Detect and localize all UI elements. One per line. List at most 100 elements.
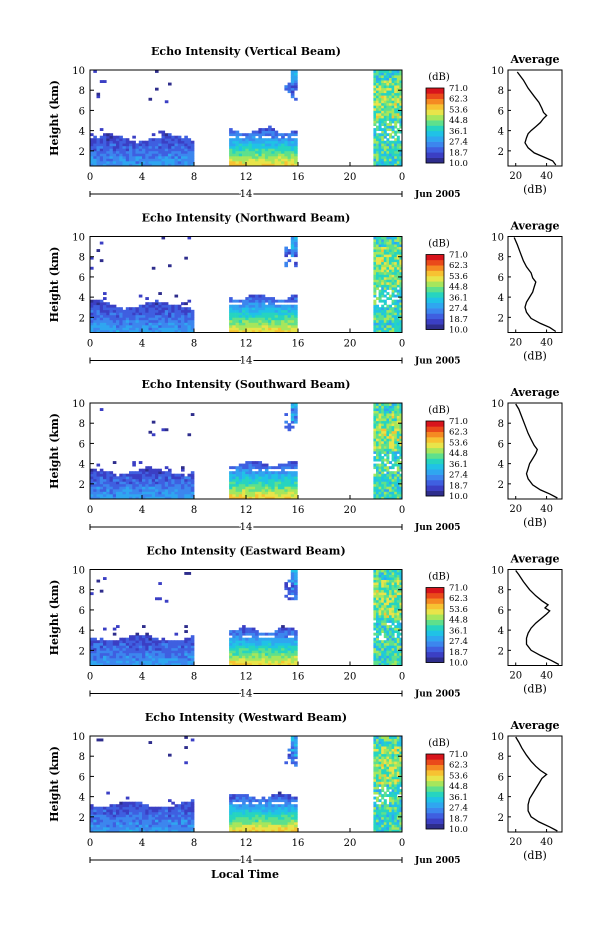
heatmap-cell [397,431,400,434]
heatmap-cell [249,481,253,484]
heatmap-cell [93,812,97,815]
heatmap-cell [384,136,387,139]
heatmap-cell [155,300,159,303]
heatmap-cell [291,474,295,477]
heatmap-cell [158,481,162,484]
heatmap-cell [275,486,279,489]
heatmap-cell [139,489,143,492]
heatmap-cell [93,305,97,308]
heatmap-cell [184,807,188,810]
heatmap-cell [249,650,253,653]
colorbar-swatch [426,491,444,497]
heatmap-cell [103,640,107,643]
heatmap-cell [116,812,120,815]
heatmap-cell [90,161,94,164]
heatmap-cell [152,325,156,328]
heatmap-cell [106,650,110,653]
colorbar-label: 36.1 [449,127,468,137]
heatmap-cell [110,143,114,146]
heatmap-cell [288,305,292,308]
heatmap-cell [381,242,384,245]
heatmap-cell [268,327,272,330]
heatmap-cell [236,653,240,656]
heatmap-cell [278,322,282,325]
heatmap-cell [126,479,130,482]
heatmap-cell [376,479,379,482]
heatmap-cell [119,809,123,812]
heatmap-cell [392,489,395,492]
heatmap-cell [126,809,130,812]
heatmap-cell [139,648,143,651]
heatmap-cell [229,491,233,494]
heatmap-cell [119,474,123,477]
heatmap-cell [239,645,243,648]
heatmap-cell [397,602,400,605]
heatmap-cell [239,317,243,320]
heatmap-cell [389,580,392,583]
heatmap-cell [386,108,389,111]
heatmap-cell [389,582,392,585]
heatmap-cell [181,307,185,310]
heatmap-cell [249,158,253,161]
heatmap-cell [288,83,292,86]
heatmap-cell [381,259,384,262]
heatmap-cell [376,648,379,651]
heatmap-cell [252,297,256,300]
heatmap-cell [392,577,395,580]
heatmap-cell [381,645,384,648]
heatmap-cell [123,807,127,810]
heatmap-cell [392,464,395,467]
heatmap-cell [392,612,395,615]
heatmap-cell [389,103,392,106]
heatmap-cell [384,73,387,76]
heatmap-cell [139,156,143,159]
heatmap-cell [168,489,172,492]
heatmap-cell [381,249,384,252]
heatmap-cell [90,133,94,136]
heatmap-cell [389,153,392,156]
colorbar-swatch [426,453,444,459]
heatmap-cell [275,151,279,154]
heatmap-cell [394,123,397,126]
heatmap-cell [181,660,185,663]
heatmap-cell [136,812,140,815]
heatmap-cell [110,819,114,822]
heatmap-cell [116,643,120,646]
heatmap-cell [93,827,97,830]
heatmap-cell [129,317,133,320]
heatmap-cell [373,612,376,615]
heatmap-cell [258,161,262,164]
heatmap-cell [373,123,376,126]
heatmap-cell [386,110,389,113]
heatmap-cell [394,471,397,474]
heatmap-cell [373,653,376,656]
heatmap-cell [258,156,262,159]
heatmap-cell [175,315,179,318]
heatmap-cell [136,156,140,159]
heatmap-cell [168,156,172,159]
heatmap-cell [113,325,117,328]
heatmap-cell [93,819,97,822]
heatmap-cell [181,655,185,658]
heatmap-cell [291,630,295,633]
heatmap-cell [229,474,233,477]
heatmap-cell [381,75,384,78]
heatmap-cell [381,158,384,161]
heatmap-cells [90,403,402,499]
heatmap-cell [106,133,110,136]
heatmap-cell [397,436,400,439]
heatmap-cell [381,572,384,575]
heatmap-cell [188,474,192,477]
heatmap-cell [229,658,233,661]
heatmap-cell [373,264,376,267]
heatmap-cell [394,300,397,303]
heatmap-cell [181,474,185,477]
heatmap-cell [232,322,236,325]
heatmap-cell [294,85,298,88]
heatmap-cell [119,648,123,651]
heatmap-cell [113,814,117,817]
heatmap-cell [139,817,143,820]
heatmap-cell [373,247,376,250]
heatmap-cell [158,582,162,585]
heatmap-cell [132,151,136,154]
